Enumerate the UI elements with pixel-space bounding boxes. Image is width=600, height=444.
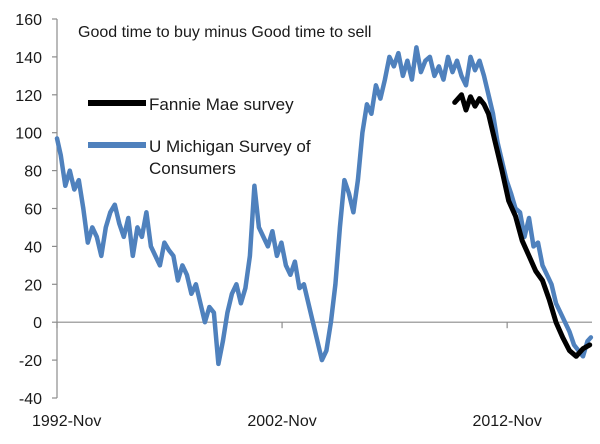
x-tick-label: 2002-Nov [247,413,316,430]
legend-label-u-michigan: U Michigan Survey of [149,137,311,156]
series-line-fannie-mae [452,92,593,359]
y-tick-label: -40 [19,391,42,408]
y-tick-label: 120 [15,88,42,105]
y-tick-label: 100 [15,126,42,143]
y-tick-label: 40 [24,239,42,256]
y-tick-label: 140 [15,50,42,67]
y-tick-label: -20 [19,353,42,370]
y-tick-label: 160 [15,12,42,29]
y-tick-label: 60 [24,202,42,219]
series-layer [54,45,594,367]
x-tick-label: 2012-Nov [472,413,541,430]
legend-label-u-michigan: Consumers [149,159,236,178]
y-tick-label: 20 [24,277,42,294]
chart-title: Good time to buy minus Good time to sell [78,24,371,41]
y-tick-label: 80 [24,164,42,181]
x-tick-label: 1992-Nov [32,413,101,430]
y-tick-label: 0 [33,315,42,332]
legend: Fannie Mae survey U Michigan Survey of Con… [88,95,311,178]
legend-label-fannie-mae: Fannie Mae survey [149,95,294,114]
axes-layer: -40 -20 0 20 40 60 80 100 120 140 160 1992-Nov 2002-… [15,12,592,430]
